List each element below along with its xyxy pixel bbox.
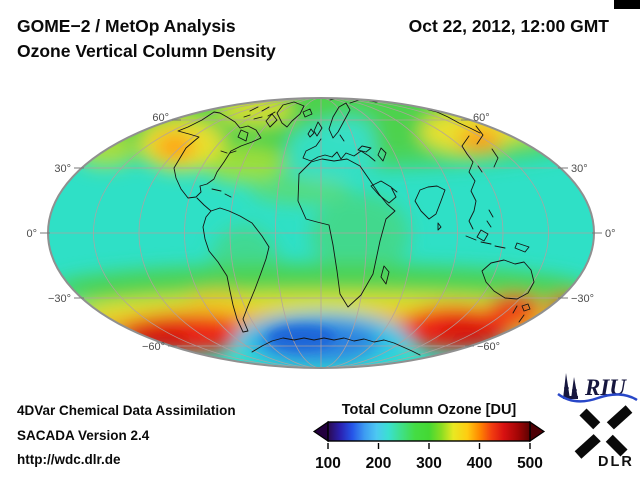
colorbar-left-arrow-icon — [312, 420, 329, 443]
lat-label-left-m60: −60° — [142, 341, 165, 353]
lat-label-left-m30: −30° — [48, 293, 71, 305]
colorbar-tick-500: 500 — [517, 455, 543, 472]
page-title: GOME−2 / MetOp Analysis — [17, 16, 236, 36]
ozone-field — [48, 98, 594, 368]
colorbar-gradient — [327, 421, 531, 442]
lat-label-left-60: 60° — [152, 112, 169, 124]
footer-line-assimilation: 4DVar Chemical Data Assimilation — [17, 403, 236, 418]
colorbar-tick-300: 300 — [416, 455, 442, 472]
timestamp: Oct 22, 2012, 12:00 GMT — [409, 16, 610, 36]
cathedral-icon — [563, 373, 578, 399]
graticule — [48, 98, 594, 368]
colorbar-tick-200: 200 — [366, 455, 392, 472]
lat-label-right-30: 30° — [571, 163, 588, 175]
page-subtitle: Ozone Vertical Column Density — [17, 41, 276, 61]
lat-label-right-m30: −30° — [571, 293, 594, 305]
lat-label-right-m60: −60° — [477, 341, 500, 353]
colorbar: Total Column Ozone [DU] 100 200 300 400 … — [312, 402, 546, 472]
latitude-ticks — [40, 119, 602, 347]
latitude-labels: 60° 30° 0° −30° −60° 60° 30° 0° −30° −60… — [26, 112, 615, 353]
colorbar-tick-100: 100 — [315, 455, 341, 472]
lat-label-left-0: 0° — [26, 228, 37, 240]
dlr-star-icon — [574, 405, 633, 459]
colorbar-tick-marks — [327, 443, 531, 449]
colorbar-tick-400: 400 — [467, 455, 493, 472]
footer-line-url: http://wdc.dlr.de — [17, 452, 121, 467]
world-map: 60° 30° 0° −30° −60° 60° 30° 0° −30° −60… — [26, 97, 616, 369]
riu-logo: RIU — [557, 373, 638, 403]
footer-line-version: SACADA Version 2.4 — [17, 428, 150, 443]
lat-label-right-60: 60° — [473, 112, 490, 124]
dlr-logo: DLR — [574, 405, 634, 470]
lat-label-right-0: 0° — [605, 228, 616, 240]
corner-mark — [614, 0, 640, 9]
riu-wave-icon — [557, 392, 638, 403]
colorbar-right-arrow-icon — [529, 420, 546, 443]
lat-label-left-30: 30° — [54, 163, 71, 175]
colorbar-title: Total Column Ozone [DU] — [342, 402, 517, 418]
dlr-logo-text: DLR — [598, 454, 634, 470]
